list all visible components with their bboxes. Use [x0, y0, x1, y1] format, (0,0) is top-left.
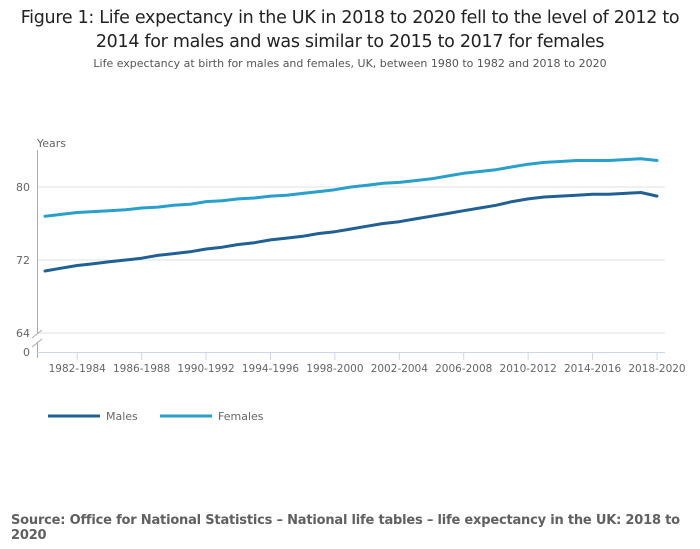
x-tick-label: 1986-1988	[113, 363, 170, 375]
x-tick-label: 2014-2016	[564, 363, 622, 375]
x-tick-label: 1994-1996	[242, 363, 300, 375]
x-tick-label: 1998-2000	[306, 363, 363, 375]
y-tick-label: 0	[23, 346, 30, 359]
chart-title: Figure 1: Life expectancy in the UK in 2…	[20, 8, 680, 52]
series-line-males	[43, 191, 659, 273]
x-tick-label: 1982-1984	[49, 363, 107, 375]
x-tick-label: 2018-2020	[628, 363, 685, 375]
x-tick-label: 2002-2004	[371, 363, 429, 375]
axis-break-mark	[31, 329, 43, 339]
axis-break-mark	[31, 338, 43, 348]
y-tick-label: 72	[16, 254, 30, 267]
legend-label-males: Males	[106, 410, 138, 423]
series-line-females	[43, 157, 659, 218]
y-tick-label: 64	[16, 327, 30, 340]
legend-label-females: Females	[218, 410, 264, 423]
x-tick-label: 1990-1992	[177, 363, 234, 375]
y-axis-label: Years	[36, 137, 66, 150]
source-note: Source: Office for National Statistics –…	[11, 513, 680, 543]
y-tick-label: 80	[16, 181, 30, 194]
x-tick-label: 2006-2008	[435, 363, 492, 375]
x-tick-label: 2010-2012	[500, 363, 557, 375]
chart-subtitle: Life expectancy at birth for males and f…	[93, 57, 607, 70]
